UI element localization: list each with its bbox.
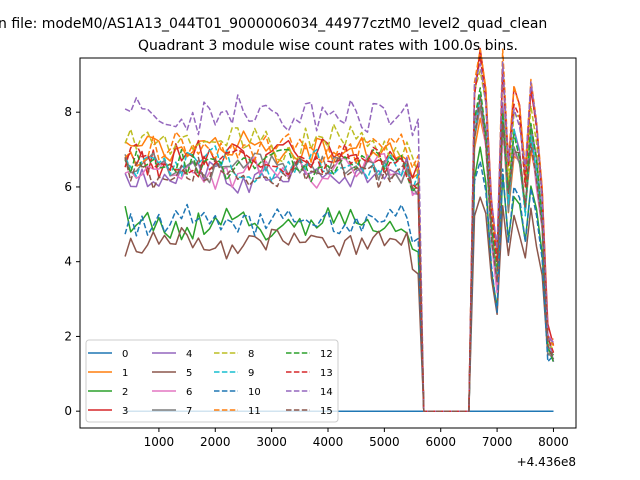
- legend-label-11: 11: [248, 406, 261, 417]
- x-tick-label: 7000: [482, 435, 513, 449]
- legend-label-8: 8: [248, 349, 254, 360]
- legend-label-7: 7: [186, 406, 192, 417]
- legend-label-6: 6: [186, 387, 192, 398]
- x-tick-label: 6000: [425, 435, 456, 449]
- series-line-15: [124, 95, 555, 412]
- figure-suptitle: n file: modeM0/AS1A13_044T01_9000006034_…: [0, 16, 547, 32]
- legend-label-3: 3: [122, 406, 128, 417]
- series-line-11: [124, 48, 555, 412]
- legend-label-10: 10: [248, 387, 261, 398]
- series-line-13: [124, 55, 555, 412]
- series-line-12: [124, 87, 555, 412]
- legend-label-0: 0: [122, 349, 128, 360]
- y-tick-label: 4: [64, 255, 72, 269]
- y-tick-label: 8: [64, 105, 72, 119]
- legend-label-4: 4: [186, 349, 192, 360]
- legend-label-1: 1: [122, 368, 128, 379]
- plot-area: 1000 2000 3000 4000 5000 6000 7000 8000 0 2 4 6 8 +…: [64, 47, 577, 469]
- x-tick-label: 2000: [200, 435, 231, 449]
- legend-label-5: 5: [186, 368, 192, 379]
- legend-label-15: 15: [320, 406, 333, 417]
- legend-label-14: 14: [320, 387, 333, 398]
- x-offset-label: +4.436e8: [517, 455, 576, 469]
- series-line-14: [124, 61, 555, 412]
- series-line-8: [124, 64, 555, 412]
- legend-label-13: 13: [320, 368, 333, 379]
- x-tick-label: 1000: [144, 435, 175, 449]
- y-tick-label: 6: [64, 180, 72, 194]
- series-line-2: [124, 146, 555, 412]
- x-tick-label: 8000: [538, 435, 569, 449]
- series-lines: [124, 47, 555, 412]
- x-tick-label: 5000: [369, 435, 400, 449]
- y-tick-label: 2: [64, 329, 72, 343]
- x-tick-label: 4000: [313, 435, 344, 449]
- legend-label-9: 9: [248, 368, 254, 379]
- legend-label-2: 2: [122, 387, 128, 398]
- series-line-5: [124, 196, 554, 412]
- y-tick-label: 0: [64, 404, 72, 418]
- x-tick-label: 3000: [256, 435, 287, 449]
- y-axis: 0 2 4 6 8: [64, 105, 80, 418]
- legend-label-12: 12: [320, 349, 333, 360]
- x-axis: 1000 2000 3000 4000 5000 6000 7000 8000: [144, 428, 569, 449]
- legend-box: [85, 339, 339, 423]
- chart-title: Quadrant 3 module wise count rates with …: [138, 38, 518, 54]
- series-line-10: [124, 160, 555, 412]
